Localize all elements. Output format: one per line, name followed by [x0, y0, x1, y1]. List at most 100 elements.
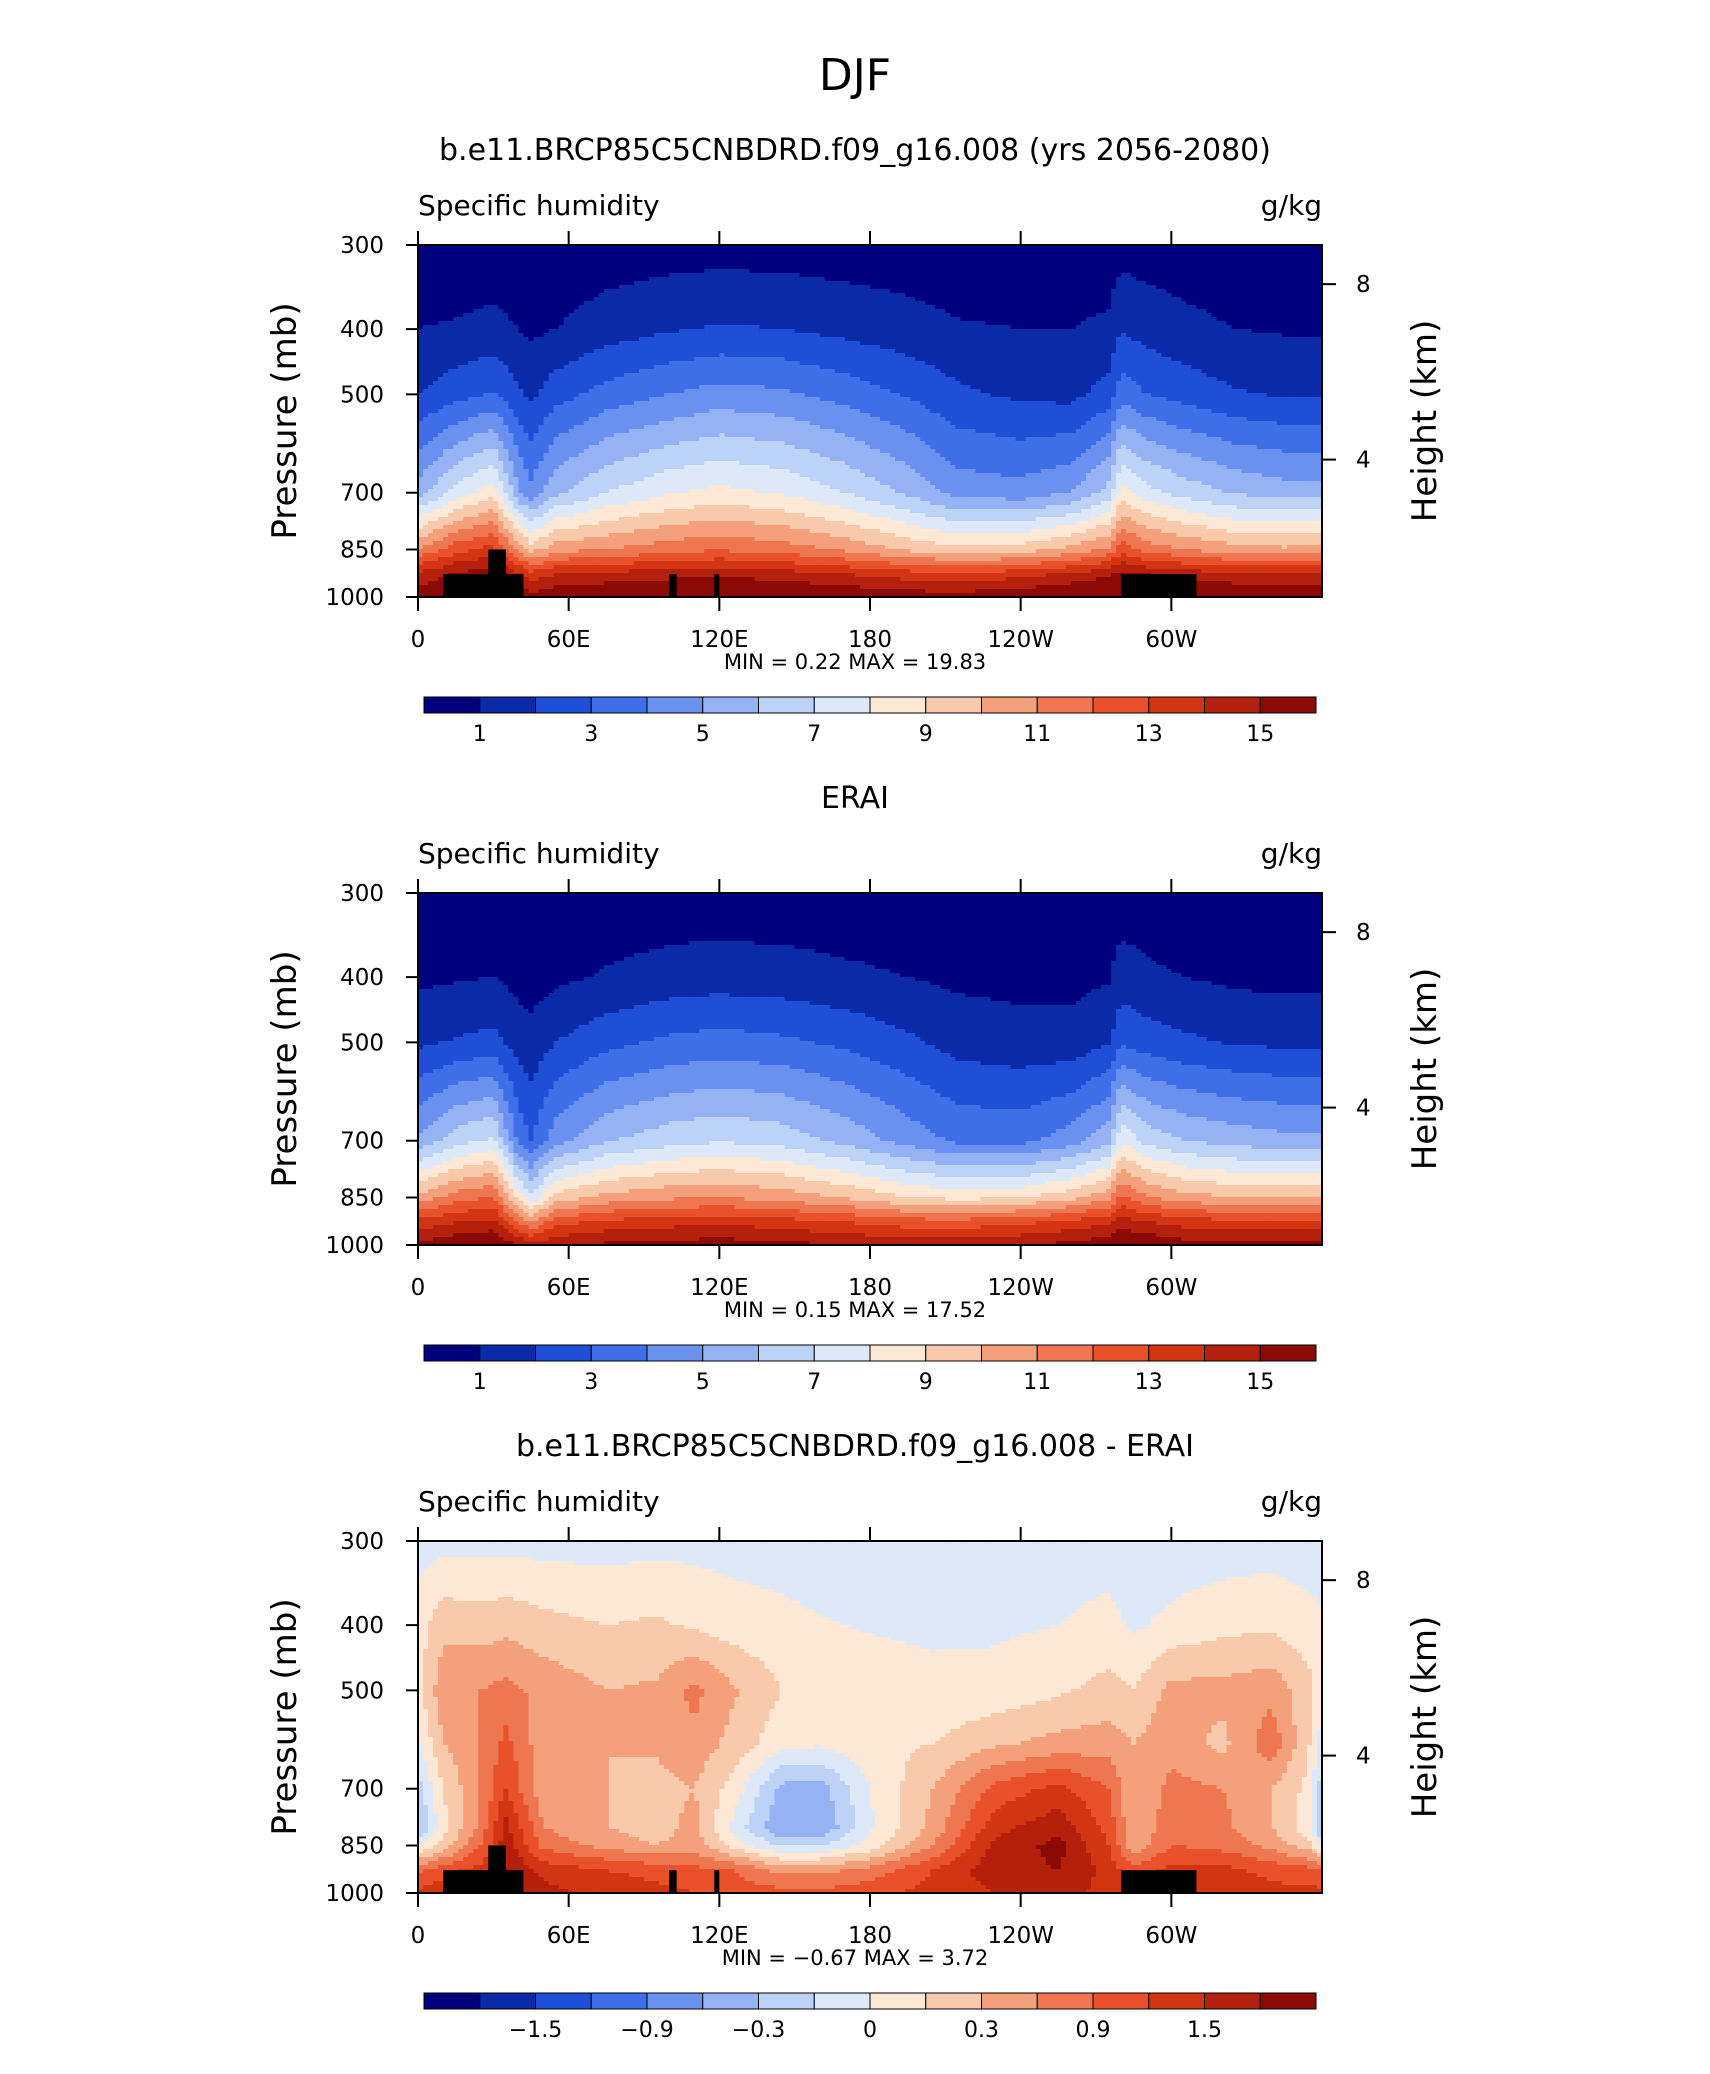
contour-cell — [1261, 293, 1268, 298]
contour-cell — [839, 277, 846, 282]
contour-cell — [774, 269, 781, 274]
contour-cell — [1221, 297, 1228, 302]
contour-cell — [915, 289, 921, 294]
contour-cell — [1055, 353, 1062, 358]
contour-cell — [709, 353, 715, 358]
contour-cell — [1015, 277, 1022, 282]
contour-cell — [443, 245, 449, 250]
contour-cell — [588, 293, 595, 298]
contour-cell — [553, 313, 560, 318]
contour-cell — [834, 277, 841, 282]
contour-cell — [905, 333, 911, 338]
contour-cell — [1065, 317, 1072, 322]
contour-cell — [659, 313, 665, 318]
contour-cell — [905, 261, 911, 266]
contour-cell — [1050, 281, 1057, 286]
contour-cell — [553, 245, 560, 250]
contour-cell — [563, 329, 570, 334]
contour-cell — [995, 353, 1002, 358]
contour-cell — [1005, 325, 1012, 330]
contour-cell — [1186, 345, 1193, 350]
contour-cell — [764, 245, 771, 250]
contour-cell — [749, 317, 756, 322]
contour-cell — [448, 277, 454, 282]
contour-cell — [1131, 249, 1137, 254]
contour-cell — [875, 273, 881, 278]
contour-cell — [769, 353, 776, 358]
contour-cell — [583, 289, 590, 294]
contour-cell — [1231, 309, 1238, 314]
contour-cell — [644, 277, 650, 282]
contour-cell — [864, 289, 871, 294]
contour-cell — [1161, 325, 1167, 330]
contour-cell — [764, 325, 771, 330]
contour-cell — [739, 281, 746, 286]
contour-cell — [1010, 341, 1017, 346]
contour-cell — [930, 261, 936, 266]
contour-cell — [438, 273, 444, 278]
contour-cell — [1136, 321, 1142, 326]
contour-cell — [1101, 329, 1107, 334]
contour-cell — [759, 305, 766, 310]
contour-cell — [1040, 285, 1047, 290]
contour-cell — [433, 309, 439, 314]
contour-cell — [794, 261, 801, 266]
contour-cell — [1050, 313, 1057, 318]
contour-cell — [1271, 253, 1278, 258]
contour-cell — [925, 249, 931, 254]
contour-cell — [583, 261, 590, 266]
contour-cell — [1236, 337, 1243, 342]
contour-cell — [719, 341, 725, 346]
contour-cell — [1206, 265, 1213, 270]
contour-cell — [925, 325, 931, 330]
contour-cell — [498, 281, 504, 286]
contour-cell — [880, 249, 886, 254]
contour-cell — [739, 301, 746, 306]
contour-cell — [1090, 277, 1097, 282]
contour-cell — [1111, 273, 1117, 278]
contour-cell — [1226, 265, 1233, 270]
contour-cell — [1161, 249, 1167, 254]
contour-cell — [1161, 273, 1167, 278]
contour-cell — [513, 341, 520, 346]
contour-cell — [774, 293, 781, 298]
contour-cell — [613, 329, 620, 334]
contour-cell — [1015, 341, 1022, 346]
contour-cell — [744, 353, 751, 358]
contour-cell — [598, 301, 605, 306]
contour-cell — [588, 345, 595, 350]
contour-cell — [1065, 277, 1072, 282]
contour-cell — [709, 341, 715, 346]
contour-cell — [854, 269, 861, 274]
contour-cell — [945, 309, 951, 314]
contour-cell — [1271, 345, 1278, 350]
contour-cell — [920, 261, 926, 266]
contour-cell — [1080, 305, 1087, 310]
contour-cell — [1266, 257, 1273, 262]
contour-cell — [488, 293, 494, 298]
contour-cell — [779, 293, 786, 298]
contour-cell — [1000, 273, 1007, 278]
contour-cell — [719, 269, 725, 274]
contour-cell — [1050, 257, 1057, 262]
contour-cell — [1136, 285, 1142, 290]
contour-cell — [1256, 297, 1263, 302]
contour-cell — [1146, 317, 1152, 322]
contour-cell — [870, 273, 876, 278]
contour-cell — [1045, 281, 1052, 286]
contour-cell — [1075, 301, 1082, 306]
contour-cell — [1306, 261, 1313, 266]
contour-cell — [759, 249, 766, 254]
contour-cell — [1121, 321, 1127, 326]
contour-cell — [573, 309, 580, 314]
contour-cell — [493, 321, 499, 326]
contour-cell — [794, 293, 801, 298]
contour-cell — [1251, 349, 1258, 354]
contour-cell — [1025, 293, 1032, 298]
contour-cell — [448, 281, 454, 286]
contour-cell — [483, 297, 489, 302]
contour-cell — [1085, 293, 1092, 298]
contour-cell — [493, 261, 499, 266]
contour-cell — [1101, 349, 1107, 354]
contour-cell — [779, 325, 786, 330]
